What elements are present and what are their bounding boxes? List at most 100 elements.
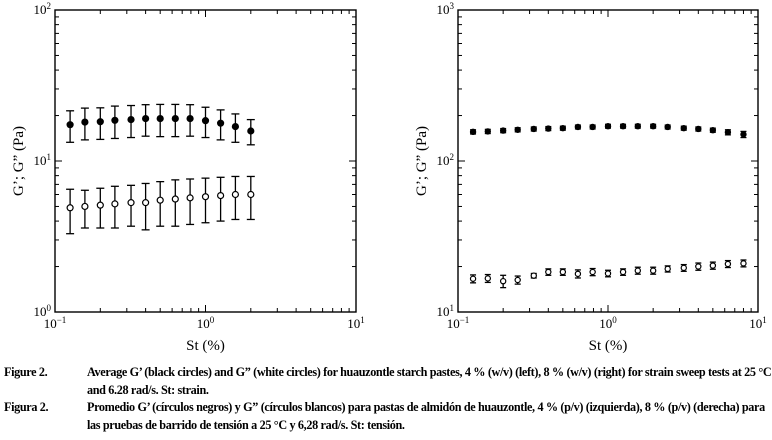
- y-tick-label: 100: [34, 303, 52, 319]
- data-point-g-double-prime: [217, 192, 225, 200]
- tick-base: 10: [34, 2, 47, 17]
- caption-text: Promedio G’ (círculos negros) y G” (círc…: [87, 400, 765, 432]
- tick-base: 10: [437, 153, 450, 168]
- y-axis-title: G’; G” (Pa): [11, 126, 27, 196]
- data-point-g-double-prime: [484, 275, 491, 282]
- tick-exponent: 2: [450, 152, 455, 162]
- data-point-g-double-prime: [680, 264, 687, 272]
- data-point-g-prime: [201, 117, 210, 125]
- data-point-g-prime: [724, 129, 732, 136]
- data-point-g-double-prime: [111, 200, 119, 208]
- y-tick-label: 102: [437, 152, 455, 168]
- tick-base: 10: [34, 304, 47, 319]
- data-point-g-prime: [127, 116, 135, 124]
- y-tick-label: 101: [34, 152, 52, 168]
- tick-exponent: 0: [47, 303, 52, 313]
- data-point-g-double-prime: [156, 196, 164, 204]
- data-point-g-double-prime: [619, 268, 627, 276]
- data-point-g-double-prime: [66, 204, 74, 212]
- data-point-g-double-prime: [649, 267, 657, 274]
- data-point-g-double-prime: [499, 277, 507, 285]
- x-axis-title: St (%): [186, 338, 225, 354]
- x-tick-label: 100: [197, 315, 215, 331]
- y-axis-title: G’; G” (Pa): [414, 126, 430, 196]
- caption-spanish: Figura 2. Promedio G’ (círculos negros) …: [4, 399, 772, 434]
- series-filled-circle: [66, 103, 255, 146]
- data-point-g-prime: [247, 127, 255, 135]
- data-point-g-double-prime: [604, 270, 612, 277]
- data-point-g-prime: [559, 124, 567, 132]
- data-point-g-double-prime: [740, 260, 747, 267]
- tick-base: 10: [749, 316, 762, 331]
- data-point-g-prime: [111, 116, 119, 124]
- data-point-g-double-prime: [589, 268, 596, 276]
- data-point-g-double-prime: [469, 275, 477, 282]
- data-point-g-double-prime: [634, 267, 641, 274]
- data-point-g-prime: [469, 128, 477, 136]
- data-point-g-prime: [231, 122, 239, 131]
- tick-base: 10: [447, 316, 460, 331]
- tick-exponent: 1: [762, 315, 767, 325]
- data-point-g-prime: [545, 125, 552, 132]
- caption-english: Figure 2. Average G’ (black circles) and…: [4, 364, 772, 399]
- data-point-g-double-prime: [142, 199, 150, 207]
- data-point-g-prime: [709, 126, 717, 134]
- y-tick-label: 102: [34, 1, 52, 17]
- data-point-g-double-prime: [171, 195, 179, 203]
- y-tick-label: 103: [437, 1, 455, 17]
- data-point-g-prime: [619, 123, 627, 130]
- caption-label: Figura 2.: [4, 400, 49, 414]
- data-point-g-prime: [530, 125, 537, 133]
- series-filled-circle: [469, 123, 747, 139]
- tick-base: 10: [44, 316, 57, 331]
- data-point-g-prime: [171, 114, 179, 123]
- tick-exponent: 1: [47, 152, 52, 162]
- data-point-g-prime: [649, 123, 657, 130]
- tick-exponent: 0: [612, 315, 617, 325]
- tick-base: 10: [197, 316, 210, 331]
- data-point-g-double-prime: [96, 201, 104, 209]
- series-open-circle: [66, 175, 255, 235]
- tick-base: 10: [437, 2, 450, 17]
- tick-exponent: 1: [360, 315, 365, 325]
- data-point-g-double-prime: [545, 268, 552, 276]
- data-point-g-double-prime: [186, 194, 194, 202]
- data-point-g-prime: [142, 114, 150, 123]
- caption-text: Average G’ (black circles) and G” (white…: [87, 365, 772, 397]
- data-point-g-prime: [499, 127, 507, 134]
- data-point-g-prime: [740, 131, 747, 138]
- data-point-g-prime: [604, 123, 612, 130]
- data-point-g-prime: [634, 123, 641, 130]
- x-tick-label: 100: [599, 315, 617, 331]
- data-point-g-double-prime: [574, 270, 582, 278]
- tick-base: 10: [34, 153, 47, 168]
- x-axis-title: St (%): [589, 338, 628, 354]
- data-point-g-double-prime: [247, 190, 255, 199]
- data-point-g-double-prime: [664, 265, 671, 273]
- data-point-g-double-prime: [201, 193, 210, 201]
- data-point-g-prime: [484, 128, 491, 135]
- data-point-g-double-prime: [127, 199, 135, 207]
- data-point-g-double-prime: [530, 272, 537, 279]
- tick-exponent: 1: [450, 303, 455, 313]
- caption-label: Figure 2.: [4, 365, 48, 379]
- x-tick-label: 10−1: [447, 315, 470, 331]
- data-point-g-prime: [81, 118, 89, 126]
- data-point-g-prime: [96, 118, 104, 126]
- data-point-g-double-prime: [231, 190, 239, 199]
- x-tick-label: 101: [347, 315, 365, 331]
- plot-frame: [54, 9, 357, 313]
- tick-exponent: −1: [460, 315, 470, 325]
- tick-exponent: 3: [450, 1, 455, 11]
- tick-exponent: −1: [57, 315, 67, 325]
- tick-base: 10: [347, 316, 360, 331]
- data-point-g-double-prime: [559, 268, 567, 276]
- data-point-g-double-prime: [514, 276, 521, 284]
- data-point-g-double-prime: [695, 263, 702, 270]
- tick-exponent: 0: [210, 315, 215, 325]
- x-tick-label: 10−1: [44, 315, 67, 331]
- data-point-g-prime: [186, 114, 194, 123]
